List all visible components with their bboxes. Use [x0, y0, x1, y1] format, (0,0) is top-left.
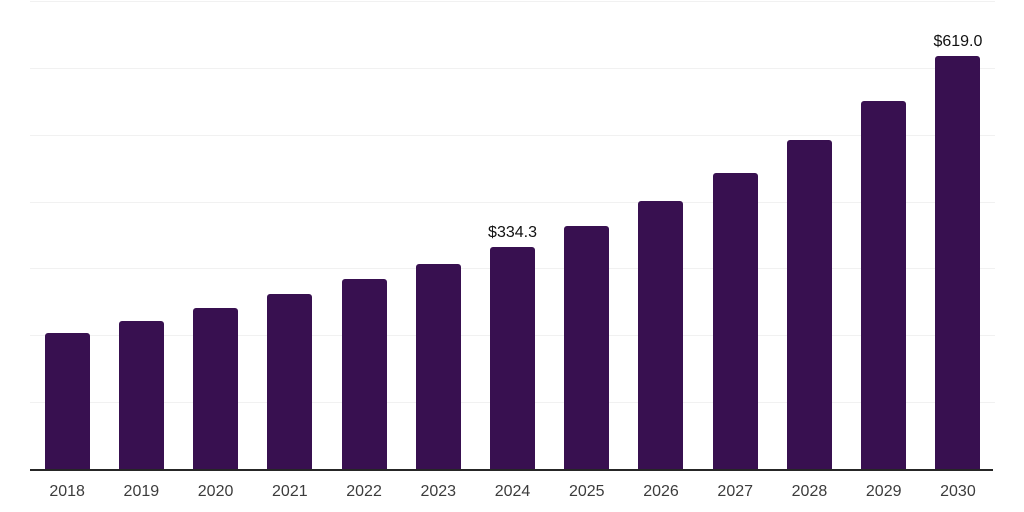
bar-2019[interactable]	[118, 320, 164, 470]
x-tick-2029: 2029	[865, 483, 902, 500]
bar-band-2030: $619.0	[921, 2, 995, 470]
bar-band-2023	[401, 2, 475, 470]
x-tick-2026: 2026	[643, 483, 679, 500]
x-tick-2021: 2021	[272, 483, 308, 500]
bar-band-2024: $334.3	[475, 2, 549, 470]
bar-band-2025	[550, 2, 624, 470]
bar-2029[interactable]	[861, 100, 907, 470]
gridline-600	[30, 67, 995, 69]
x-tick-2027: 2027	[717, 483, 754, 500]
x-tick-2019: 2019	[123, 483, 160, 500]
x-tick-2028: 2028	[791, 483, 828, 500]
bar-band-2019	[104, 2, 178, 470]
x-tick-2020: 2020	[197, 483, 234, 500]
bar-band-2022	[327, 2, 401, 470]
bar-2018[interactable]	[44, 332, 90, 470]
gridline-500	[30, 134, 995, 136]
x-axis-line	[30, 469, 993, 471]
bar-2027[interactable]	[712, 173, 758, 470]
bar-band-2018	[30, 2, 104, 470]
x-tick-2023: 2023	[420, 483, 457, 500]
x-tick-2018: 2018	[49, 483, 85, 500]
plot-area: $334.3 $619.0	[30, 1, 995, 471]
x-axis-tick-labels: 2018 2019 2020 2021 2022 2023 2024 2025 2026 2027…	[30, 484, 995, 500]
x-tick-2025: 2025	[568, 483, 605, 500]
bars-container: $334.3 $619.0	[30, 2, 995, 470]
x-tick-2024: 2024	[494, 483, 531, 500]
bar-2021[interactable]	[267, 294, 313, 470]
bar-band-2020	[178, 2, 252, 470]
bar-2020[interactable]	[193, 307, 239, 470]
bar-2022[interactable]	[341, 279, 387, 470]
bar-2028[interactable]	[786, 139, 832, 470]
gridline-400	[30, 201, 995, 203]
bar-band-2027	[698, 2, 772, 470]
x-tick-2022: 2022	[346, 483, 382, 500]
x-tick-2030: 2030	[940, 483, 976, 500]
bar-band-2026	[624, 2, 698, 470]
bar-band-2028	[772, 2, 846, 470]
bar-2024[interactable]	[490, 246, 536, 470]
bar-2026[interactable]	[638, 201, 684, 470]
gridline-700	[30, 1, 995, 2]
bar-2030[interactable]	[935, 56, 981, 470]
bar-band-2029	[847, 2, 921, 470]
data-label-2030: $619.0	[933, 33, 983, 51]
bar-band-2021	[253, 2, 327, 470]
bar-2023[interactable]	[415, 264, 461, 470]
data-label-2024: $334.3	[488, 223, 537, 241]
bar-2025[interactable]	[564, 225, 610, 470]
